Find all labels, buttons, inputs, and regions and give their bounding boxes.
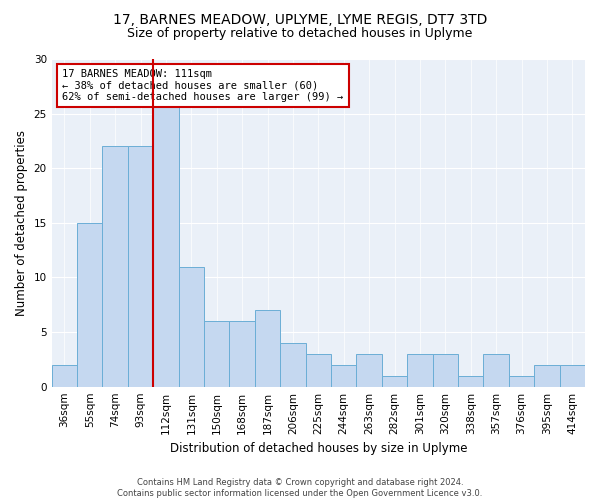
Y-axis label: Number of detached properties: Number of detached properties [15,130,28,316]
Text: Contains HM Land Registry data © Crown copyright and database right 2024.
Contai: Contains HM Land Registry data © Crown c… [118,478,482,498]
Bar [305,354,331,386]
Bar [484,354,509,386]
Bar [103,146,128,386]
Bar [458,376,484,386]
Bar [280,343,305,386]
Bar [356,354,382,386]
Bar [52,365,77,386]
Bar [179,266,204,386]
Bar [153,102,179,387]
Text: Size of property relative to detached houses in Uplyme: Size of property relative to detached ho… [127,28,473,40]
Bar [128,146,153,386]
Bar [331,365,356,386]
Bar [534,365,560,386]
Bar [560,365,585,386]
Text: 17, BARNES MEADOW, UPLYME, LYME REGIS, DT7 3TD: 17, BARNES MEADOW, UPLYME, LYME REGIS, D… [113,12,487,26]
Bar [433,354,458,386]
Bar [77,223,103,386]
Bar [407,354,433,386]
Bar [204,321,229,386]
Bar [509,376,534,386]
Bar [382,376,407,386]
Text: 17 BARNES MEADOW: 111sqm
← 38% of detached houses are smaller (60)
62% of semi-d: 17 BARNES MEADOW: 111sqm ← 38% of detach… [62,69,344,102]
Bar [255,310,280,386]
X-axis label: Distribution of detached houses by size in Uplyme: Distribution of detached houses by size … [170,442,467,455]
Bar [229,321,255,386]
